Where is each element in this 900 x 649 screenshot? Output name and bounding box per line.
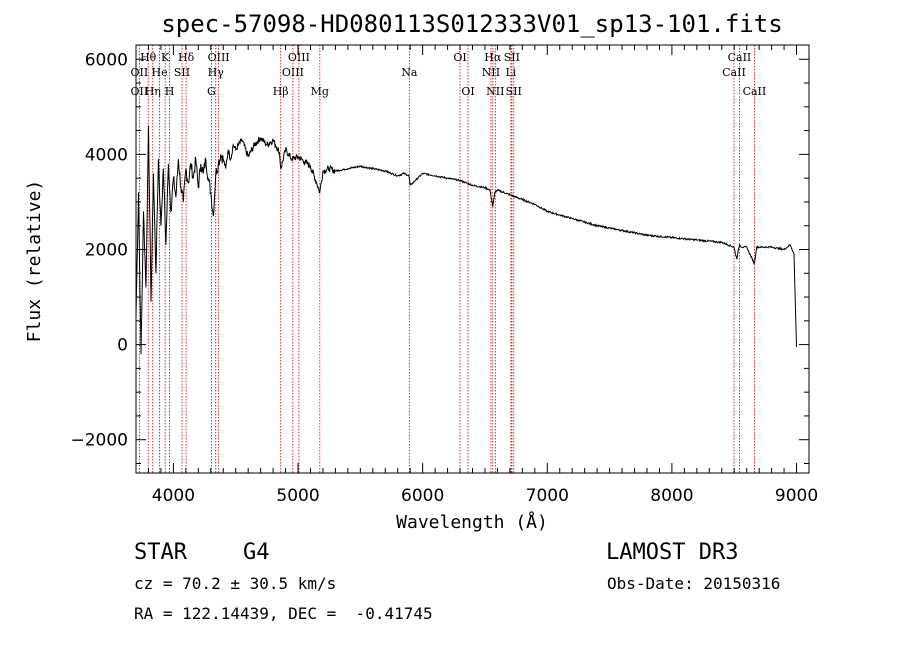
- y-tick-label: −2000: [70, 431, 128, 451]
- spectral-line-label: Hβ: [273, 85, 289, 98]
- survey-label: LAMOST DR3: [606, 540, 739, 565]
- spectral-line-label: H: [165, 85, 175, 98]
- spectral-line-label: He: [152, 66, 168, 79]
- spectral-line-label: G: [207, 85, 216, 98]
- spectral-line-markers: [138, 45, 755, 473]
- spectral-line-label: OIII: [208, 51, 230, 64]
- spectrum-series-line: [135, 125, 797, 355]
- spectral-line-label: Na: [401, 66, 418, 79]
- spectral-line-label: Mg: [311, 85, 329, 98]
- x-axis-label: Wavelength (Å): [396, 511, 548, 533]
- spectral-line-label: Hδ: [178, 51, 195, 64]
- spectral-line-label: CaII: [743, 85, 767, 98]
- spectral-line-label: OI: [453, 51, 466, 64]
- chart-title: spec-57098-HD080113S012333V01_sp13-101.f…: [161, 10, 782, 38]
- spectral-line-label: Hη: [145, 85, 161, 98]
- spectral-line-label: Hγ: [208, 66, 225, 79]
- coordinates-text: RA = 122.14439, DEC = -0.41745: [134, 604, 433, 623]
- spectral-line-label: Hα: [484, 51, 502, 64]
- object-class-label: STAR: [134, 540, 187, 565]
- spectral-line-label: OIII: [288, 51, 310, 64]
- x-tick-label: 9000: [775, 486, 818, 506]
- x-tick-label: 4000: [152, 486, 195, 506]
- spectral-line-label: OII: [131, 66, 149, 79]
- x-tick-label: 5000: [276, 486, 319, 506]
- y-tick-label: 2000: [85, 240, 128, 260]
- redshift-text: cz = 70.2 ± 30.5 km/s: [134, 574, 337, 593]
- spectral-line-label: NII: [486, 85, 504, 98]
- spectral-line-label: SII: [174, 66, 190, 79]
- spectral-line-label: CaII: [722, 66, 746, 79]
- spectral-line-label: CaII: [728, 51, 752, 64]
- spectral-line-label: Hθ: [140, 51, 157, 64]
- x-tick-label: 7000: [526, 486, 569, 506]
- spectral-line-label: NII: [482, 66, 500, 79]
- spectral-line-label: SII: [506, 85, 522, 98]
- y-tick-label: 4000: [85, 145, 128, 165]
- plot-frame: [135, 44, 810, 474]
- y-tick-label: 0: [117, 336, 128, 356]
- y-tick-label: 6000: [85, 50, 128, 70]
- obs-date-text: Obs-Date: 20150316: [607, 574, 781, 593]
- spectral-line-label: Li: [505, 66, 516, 79]
- subclass-label: G4: [243, 540, 270, 565]
- spectral-line-label: OII: [131, 85, 149, 98]
- y-axis-label: Flux (relative): [24, 180, 45, 343]
- spectral-line-label: SII: [504, 51, 520, 64]
- x-tick-label: 6000: [401, 486, 444, 506]
- spectral-line-label: OIII: [282, 66, 304, 79]
- spectral-line-label: OI: [461, 85, 474, 98]
- x-tick-label: 8000: [650, 486, 693, 506]
- spectral-line-label: K: [161, 51, 170, 64]
- axis-ticks: 4000 5000 6000 7000 8000 9000 −2000 0 2000 4000 60…: [70, 45, 818, 506]
